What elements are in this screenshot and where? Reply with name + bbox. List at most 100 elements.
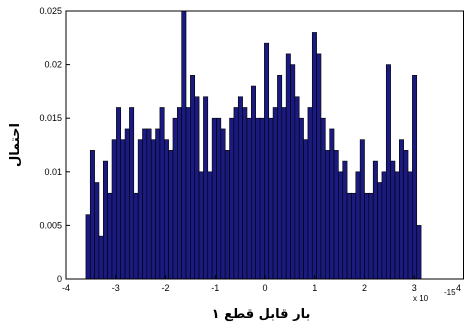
histogram-bar: [342, 160, 348, 280]
histogram-bar: [107, 192, 113, 280]
histogram-bar: [333, 150, 339, 280]
histogram-bar: [190, 75, 196, 280]
histogram-bar: [177, 107, 182, 280]
histogram-bar: [316, 53, 322, 280]
histogram-bar: [129, 107, 135, 280]
histogram-bar: [298, 117, 304, 280]
histogram-bar: [198, 171, 204, 280]
histogram-bar: [364, 192, 370, 280]
histogram-bar: [85, 214, 91, 280]
histogram-bar: [412, 75, 418, 280]
histogram-bar: [399, 139, 404, 280]
histogram-bar: [359, 139, 365, 280]
histogram-bar: [290, 64, 296, 280]
histogram-bar: [372, 160, 378, 280]
y-tick-label: 0.015: [39, 113, 62, 123]
histogram-bar: [181, 10, 187, 280]
histogram-bar: [172, 117, 178, 280]
x-axis: -4 -3 -2 -1 0 1 2 3 4: [62, 275, 464, 293]
histogram-bar: [211, 117, 217, 280]
x-tick-label: -1: [211, 283, 219, 293]
histogram-bar: [390, 160, 396, 280]
x-tick-label: 4: [456, 283, 461, 293]
histogram-bar: [311, 32, 317, 280]
histogram-bar: [146, 128, 152, 280]
histogram-bar: [150, 139, 156, 280]
histogram-bar: [385, 64, 391, 280]
histogram-bar: [272, 107, 278, 280]
x-tick-label: -4: [62, 283, 70, 293]
histogram-bar: [394, 171, 400, 280]
histogram-bar: [163, 139, 169, 280]
histogram-bar: [194, 96, 200, 280]
histogram-bar: [137, 139, 143, 280]
y-axis: 0 0.005 0.01 0.015 0.02 0.025: [39, 6, 70, 284]
x-axis-multiplier: x 10: [413, 294, 429, 303]
x-tick-label: -2: [161, 283, 169, 293]
histogram-bar: [281, 107, 287, 280]
histogram-bar: [237, 96, 243, 280]
histogram-bar: [246, 117, 252, 280]
x-axis-multiplier-exponent: -15: [444, 288, 456, 297]
y-tick-label: 0: [57, 274, 62, 284]
histogram-bar: [233, 107, 239, 280]
histogram-bar: [133, 192, 139, 280]
x-tick-label: 3: [412, 283, 417, 293]
histogram-bar: [277, 75, 283, 280]
histogram-bar: [268, 117, 274, 280]
histogram-bar: [216, 117, 222, 280]
x-tick-label: 1: [312, 283, 317, 293]
histogram-bar: [103, 160, 108, 280]
histogram-bar: [98, 235, 104, 280]
histogram-bar: [351, 192, 357, 280]
histogram-bar: [294, 96, 300, 280]
histogram-bar: [251, 85, 256, 280]
histogram-bar: [285, 53, 291, 280]
histogram-bar: [255, 117, 261, 280]
histogram-bar: [116, 107, 122, 280]
histogram-bar: [338, 171, 344, 280]
histogram-bar: [307, 107, 313, 280]
histogram-bar: [89, 150, 95, 280]
histogram-bar: [381, 171, 387, 280]
histogram-bar: [325, 150, 330, 280]
histogram-bar: [403, 150, 409, 280]
histogram-bar: [124, 128, 130, 280]
x-axis-label: بار قابل قطع ۱: [212, 307, 311, 322]
x-tick-label: -3: [112, 283, 120, 293]
histogram-bar: [229, 117, 235, 280]
histogram-bar: [355, 171, 361, 280]
histogram-bar: [346, 192, 352, 280]
y-tick-label: 0.02: [44, 60, 62, 70]
histogram-bar: [320, 117, 326, 280]
histogram-bar: [159, 107, 165, 280]
histogram-bar: [224, 150, 230, 280]
histogram-bar: [168, 150, 174, 280]
histogram-bar: [220, 128, 226, 280]
histogram-bar: [185, 107, 191, 280]
bars-group: [85, 10, 422, 280]
histogram-bar: [329, 128, 335, 280]
histogram-bar: [368, 192, 374, 280]
x-tick-label: 0: [262, 283, 267, 293]
histogram-bar: [120, 139, 126, 280]
y-axis-label: احتمال: [8, 123, 23, 167]
histogram-bar: [242, 107, 248, 280]
histogram-bar: [207, 171, 213, 280]
histogram-bar: [94, 182, 100, 280]
y-tick-label: 0.01: [44, 167, 62, 177]
histogram-bar: [303, 139, 309, 280]
histogram-bar: [416, 225, 422, 280]
histogram-bar: [377, 182, 383, 280]
histogram-bar: [259, 117, 265, 280]
histogram-bar: [264, 42, 270, 280]
histogram-bar: [142, 128, 148, 280]
histogram-bar: [203, 96, 209, 280]
y-tick-label: 0.025: [39, 6, 62, 16]
histogram-bar: [155, 128, 161, 280]
histogram-bar: [407, 171, 413, 280]
y-tick-label: 0.005: [39, 220, 62, 230]
x-tick-label: 2: [362, 283, 367, 293]
histogram-bar: [111, 139, 117, 280]
